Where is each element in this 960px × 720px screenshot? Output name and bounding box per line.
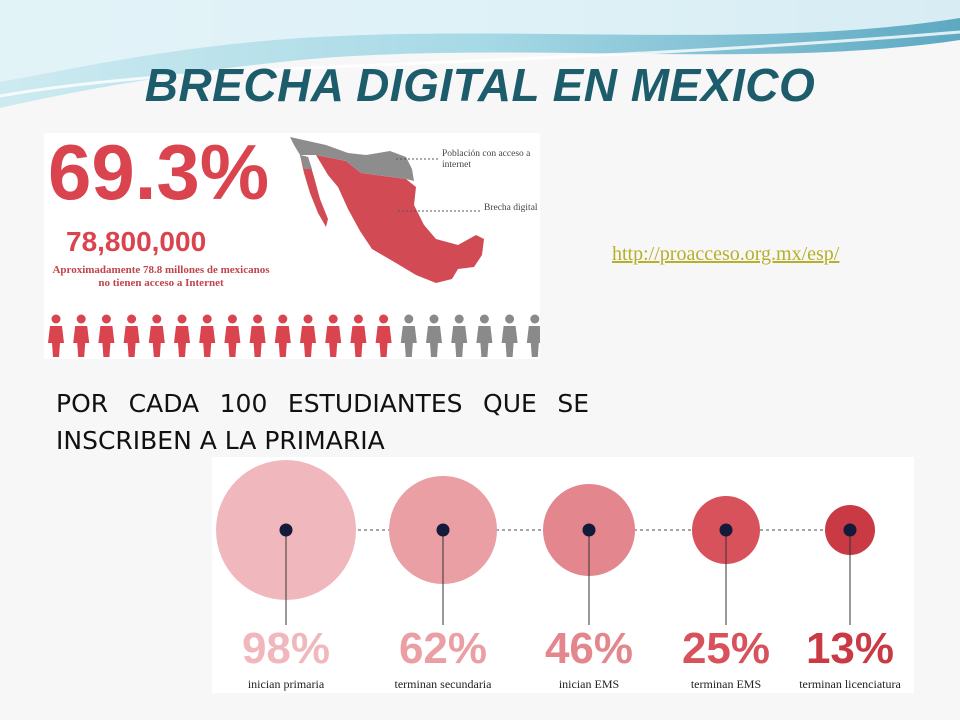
stage-label: terminan EMS [690, 677, 762, 691]
person-icon-no-access [98, 314, 115, 357]
person-icon-access [501, 314, 518, 357]
digital-gap-percent: 69.3% [48, 128, 270, 216]
education-funnel-panel: 98% inician primaria 62% terminan secundari… [212, 457, 914, 693]
caption-line-1: Aproximadamente 78.8 millones de mexican… [52, 264, 270, 276]
mexico-map-icon [290, 137, 484, 283]
students-heading: POR CADA 100 ESTUDIANTES QUE SE INSCRIBE… [56, 389, 589, 455]
person-icon-no-access [300, 314, 316, 357]
digital-gap-infographic: 69.3% 78,800,000 Aproximadamente 78.8 mi… [44, 133, 540, 359]
stage-label: inician primaria [247, 677, 325, 691]
people-pictogram-row [48, 314, 540, 357]
stage-percent: 46% [544, 624, 634, 673]
stage-dot [582, 523, 596, 537]
header-wave-decoration [0, 0, 960, 108]
map-label-gap: Brecha digital [484, 203, 538, 213]
person-icon-no-access [325, 314, 342, 357]
stage-dot [719, 523, 733, 537]
slide-title: BRECHA DIGITAL EN MEXICO [144, 59, 816, 111]
stage-label: terminan licenciatura [799, 677, 901, 691]
person-icon-no-access [224, 314, 241, 357]
stage-percent: 25% [681, 624, 771, 673]
person-icon-access [476, 314, 493, 357]
stage-percent: 62% [398, 624, 488, 673]
person-icon-no-access [375, 314, 392, 357]
person-icon-access [526, 314, 540, 357]
person-icon-access [400, 314, 417, 357]
stage-dot [843, 523, 857, 537]
map-label-access: Población con acceso a internet [442, 149, 531, 170]
person-icon-no-access [274, 314, 291, 357]
education-funnel-graphic [216, 460, 875, 625]
source-link[interactable]: http://proacceso.org.mx/esp/ [612, 243, 840, 265]
stage-percent: 13% [805, 624, 895, 673]
caption-line-2: no tienen acceso a Internet [98, 277, 224, 289]
stage-percent: 98% [241, 624, 331, 673]
digital-gap-count: 78,800,000 [66, 226, 207, 257]
stage-label: inician EMS [558, 677, 620, 691]
person-icon-access [451, 314, 468, 357]
person-icon-no-access [73, 314, 90, 357]
stage-label: terminan secundaria [394, 677, 492, 691]
digital-gap-caption: Aproximadamente 78.8 millones de mexican… [44, 264, 278, 290]
person-icon-no-access [48, 314, 64, 357]
stage-dot [436, 523, 450, 537]
person-icon-access [426, 314, 442, 357]
person-icon-no-access [199, 314, 216, 357]
person-icon-no-access [350, 314, 367, 357]
stage-dot [279, 523, 293, 537]
person-icon-no-access [123, 314, 140, 357]
person-icon-no-access [148, 314, 165, 357]
person-icon-no-access [174, 314, 190, 357]
person-icon-no-access [249, 314, 266, 357]
